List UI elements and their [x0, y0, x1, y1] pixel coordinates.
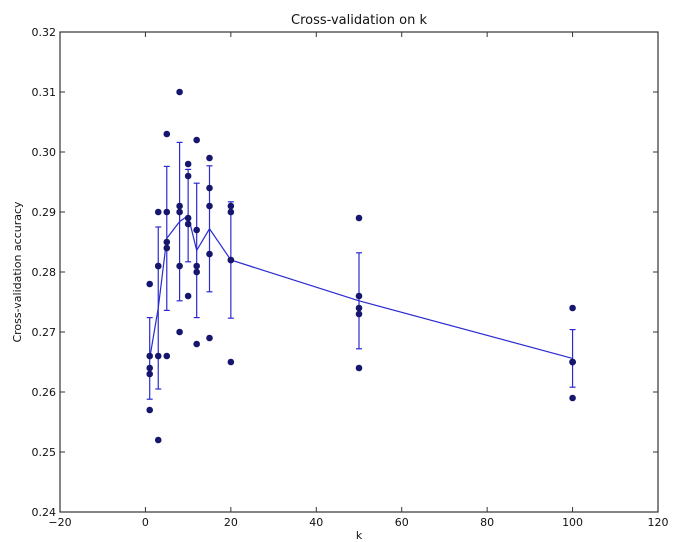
- data-point: [355, 310, 363, 318]
- x-tick-label: 0: [142, 516, 149, 529]
- data-point: [184, 172, 192, 180]
- data-point: [193, 262, 200, 270]
- x-tick-label: −20: [48, 516, 71, 529]
- data-point: [206, 334, 213, 342]
- y-axis-ticks: 0.24 0.25 0.26 0.27 0.28 0.29 0.30 0.31 0.32: [32, 26, 658, 519]
- data-point: [206, 184, 213, 192]
- data-point: [193, 136, 200, 144]
- x-tick-label: 40: [309, 516, 323, 529]
- data-point: [355, 214, 363, 222]
- data-point: [206, 154, 213, 162]
- data-point: [227, 208, 235, 216]
- y-tick-label: 0.26: [32, 386, 57, 399]
- y-tick-label: 0.25: [32, 446, 57, 459]
- data-point: [355, 304, 363, 312]
- data-point: [176, 328, 183, 336]
- data-point: [227, 358, 235, 366]
- y-tick-label: 0.32: [32, 26, 57, 39]
- mean-accuracy-line: [149, 214, 573, 359]
- x-tick-label: 80: [480, 516, 494, 529]
- data-point: [146, 352, 153, 360]
- y-axis-label: Cross-validation accuracy: [11, 201, 24, 343]
- error-bars: [146, 141, 576, 400]
- chart-title: Cross-validation on k: [291, 13, 427, 28]
- data-point: [163, 208, 171, 216]
- y-tick-label: 0.29: [32, 206, 57, 219]
- x-tick-label: 120: [648, 516, 669, 529]
- data-point: [146, 406, 153, 414]
- data-point: [163, 352, 171, 360]
- data-point: [206, 250, 213, 258]
- y-tick-label: 0.27: [32, 326, 57, 339]
- data-point: [176, 262, 183, 270]
- data-point: [146, 370, 153, 378]
- data-point: [154, 352, 162, 360]
- data-point: [184, 214, 192, 222]
- y-tick-label: 0.24: [32, 506, 57, 519]
- x-axis-label: k: [356, 529, 363, 542]
- data-point: [569, 304, 576, 312]
- data-point: [569, 394, 576, 402]
- data-point: [184, 160, 192, 168]
- y-tick-label: 0.30: [32, 146, 57, 159]
- data-point: [176, 202, 183, 210]
- data-point: [154, 208, 162, 216]
- mean-line: [149, 214, 573, 359]
- data-point: [355, 364, 363, 372]
- data-point: [193, 340, 200, 348]
- data-point: [193, 226, 200, 234]
- x-tick-label: 60: [395, 516, 409, 529]
- data-point: [163, 238, 171, 246]
- axes-frame: [59, 31, 659, 513]
- data-point: [206, 202, 213, 210]
- data-point: [146, 364, 153, 372]
- data-point: [193, 268, 200, 276]
- data-point: [154, 262, 162, 270]
- y-tick-label: 0.31: [32, 86, 57, 99]
- x-tick-label: 100: [562, 516, 583, 529]
- data-point: [163, 130, 171, 138]
- data-point: [184, 220, 192, 228]
- data-point: [355, 292, 363, 300]
- data-point: [227, 202, 235, 210]
- scatter-points: [146, 88, 576, 444]
- data-point: [163, 244, 171, 252]
- data-point: [146, 280, 153, 288]
- y-tick-label: 0.28: [32, 266, 57, 279]
- data-point: [154, 436, 162, 444]
- x-tick-label: 20: [224, 516, 238, 529]
- data-point: [176, 208, 183, 216]
- data-point: [176, 88, 183, 96]
- data-point: [184, 292, 192, 300]
- data-point: [569, 358, 576, 366]
- data-point: [227, 256, 235, 264]
- x-axis-ticks: −20 0 20 40 60 80 100 120: [48, 32, 669, 529]
